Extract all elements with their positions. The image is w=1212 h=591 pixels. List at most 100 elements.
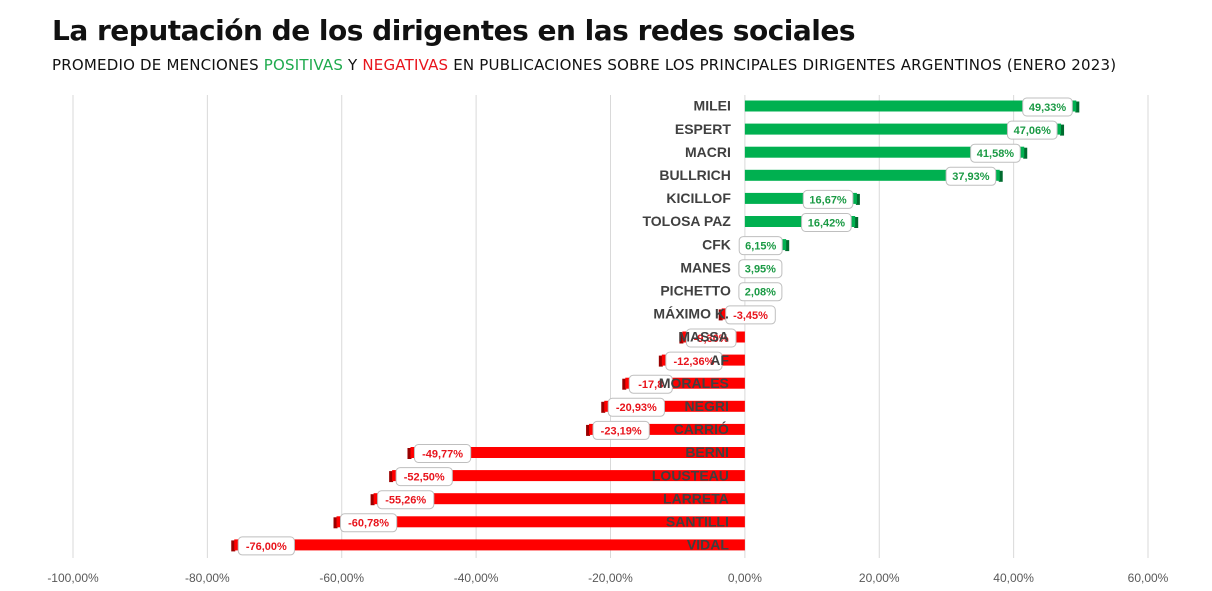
category-label: ESPERT <box>675 121 731 137</box>
bar-edge <box>601 401 606 413</box>
x-tick-label: 40,00% <box>993 571 1034 585</box>
data-label-box <box>413 444 472 463</box>
category-label: LOUSTEAU <box>652 467 729 483</box>
bar-edge <box>785 240 790 252</box>
x-tick-label: 0,00% <box>728 571 762 585</box>
data-label: -23,19% <box>601 425 642 437</box>
subtitle-part3: EN PUBLICACIONES SOBRE LOS PRINCIPALES D… <box>448 56 1117 74</box>
bar <box>625 377 745 389</box>
bar-edge <box>1075 101 1080 113</box>
data-label: -12,36% <box>673 356 714 368</box>
data-label: 47,06% <box>1014 125 1052 137</box>
bar <box>744 123 1062 135</box>
subtitle-negative: NEGATIVAS <box>362 56 449 74</box>
bar <box>589 423 745 435</box>
bar <box>373 493 745 505</box>
bar-edge <box>1060 124 1065 136</box>
bar <box>744 216 856 227</box>
data-label: 16,42% <box>808 217 846 229</box>
data-label-box <box>725 305 776 325</box>
data-label: -20,93% <box>616 402 657 414</box>
data-label: 41,58% <box>977 148 1015 160</box>
bar-edge <box>998 170 1003 182</box>
bar <box>744 169 1000 181</box>
data-label: -9,30% <box>694 333 729 345</box>
data-label: -49,77% <box>422 448 463 460</box>
subtitle-positive: POSITIVAS <box>263 56 344 74</box>
data-label: 2,08% <box>745 287 776 299</box>
data-label-box <box>377 490 435 510</box>
data-label-box <box>340 513 398 533</box>
data-label-box <box>395 467 453 487</box>
data-label: -3,45% <box>733 310 768 322</box>
chart-subtitle: PROMEDIO DE MENCIONES POSITIVAS Y NEGATI… <box>52 56 1116 74</box>
category-label: NEGRI <box>685 398 729 414</box>
data-label: 37,93% <box>952 171 990 183</box>
bar <box>392 470 745 482</box>
category-label: MÁXIMO K. <box>653 306 728 322</box>
x-tick-label: 20,00% <box>859 571 900 585</box>
chart-title: La reputación de los dirigentes en las r… <box>52 14 856 47</box>
bar-edge <box>622 378 627 390</box>
bar <box>336 516 745 528</box>
x-tick-label: -40,00% <box>454 571 499 585</box>
category-label: BERNI <box>685 444 729 460</box>
data-label-box <box>685 328 737 348</box>
subtitle-part1: PROMEDIO DE MENCIONES <box>52 56 264 74</box>
bar-edge <box>718 309 723 321</box>
data-label: 3,95% <box>745 264 776 276</box>
data-label-box <box>738 259 783 279</box>
data-label-box <box>607 397 665 417</box>
category-label: AF <box>710 352 729 368</box>
category-label: LARRETA <box>663 490 729 506</box>
subtitle-part2: Y <box>343 56 363 74</box>
data-label: 16,67% <box>809 194 847 206</box>
category-label: MACRI <box>685 144 731 160</box>
bar-edge <box>1023 147 1028 159</box>
data-label-box <box>665 351 723 371</box>
bar-edge <box>679 332 684 344</box>
bar-edge <box>855 193 860 205</box>
x-tick-label: -80,00% <box>185 571 230 585</box>
x-tick-label: -20,00% <box>588 571 633 585</box>
data-label-box <box>738 236 783 256</box>
bar <box>744 192 857 204</box>
bar-edge <box>407 448 412 459</box>
category-label: MILEI <box>694 98 731 114</box>
data-label-box <box>802 189 854 209</box>
category-label: PICHETTO <box>660 283 731 299</box>
bar <box>744 100 1077 112</box>
bar-edge <box>333 517 338 529</box>
bar-edge <box>231 540 236 552</box>
data-label: -76,00% <box>246 541 287 553</box>
x-tick-label: 60,00% <box>1128 571 1169 585</box>
data-label-box <box>945 166 997 186</box>
bar-edge <box>854 217 859 228</box>
data-label-box <box>801 213 852 232</box>
data-label: 6,15% <box>745 241 776 253</box>
x-tick-label: -100,00% <box>47 571 99 585</box>
category-label: KICILLOF <box>666 190 731 206</box>
data-label: -55,26% <box>385 495 426 507</box>
category-label: VIDAL <box>687 537 729 553</box>
category-label: CFK <box>702 236 731 252</box>
bar-edge <box>586 424 591 436</box>
data-label: -17,8 <box>638 379 663 391</box>
category-label: BULLRICH <box>659 167 731 183</box>
x-tick-label: -60,00% <box>319 571 364 585</box>
bar <box>604 400 745 412</box>
bar-edge <box>658 355 663 367</box>
data-label-box <box>738 282 783 302</box>
data-label: -60,78% <box>348 518 389 530</box>
data-label-box <box>1006 120 1058 140</box>
data-label-box <box>237 536 295 556</box>
data-label-box <box>592 420 650 440</box>
data-label: 49,33% <box>1029 102 1067 114</box>
bar <box>410 447 745 458</box>
bar <box>744 146 1025 158</box>
data-label-box <box>970 143 1021 163</box>
category-label: TOLOSA PAZ <box>642 213 731 229</box>
category-label: CARRIÓ <box>674 420 729 437</box>
data-label-box <box>1022 97 1073 117</box>
